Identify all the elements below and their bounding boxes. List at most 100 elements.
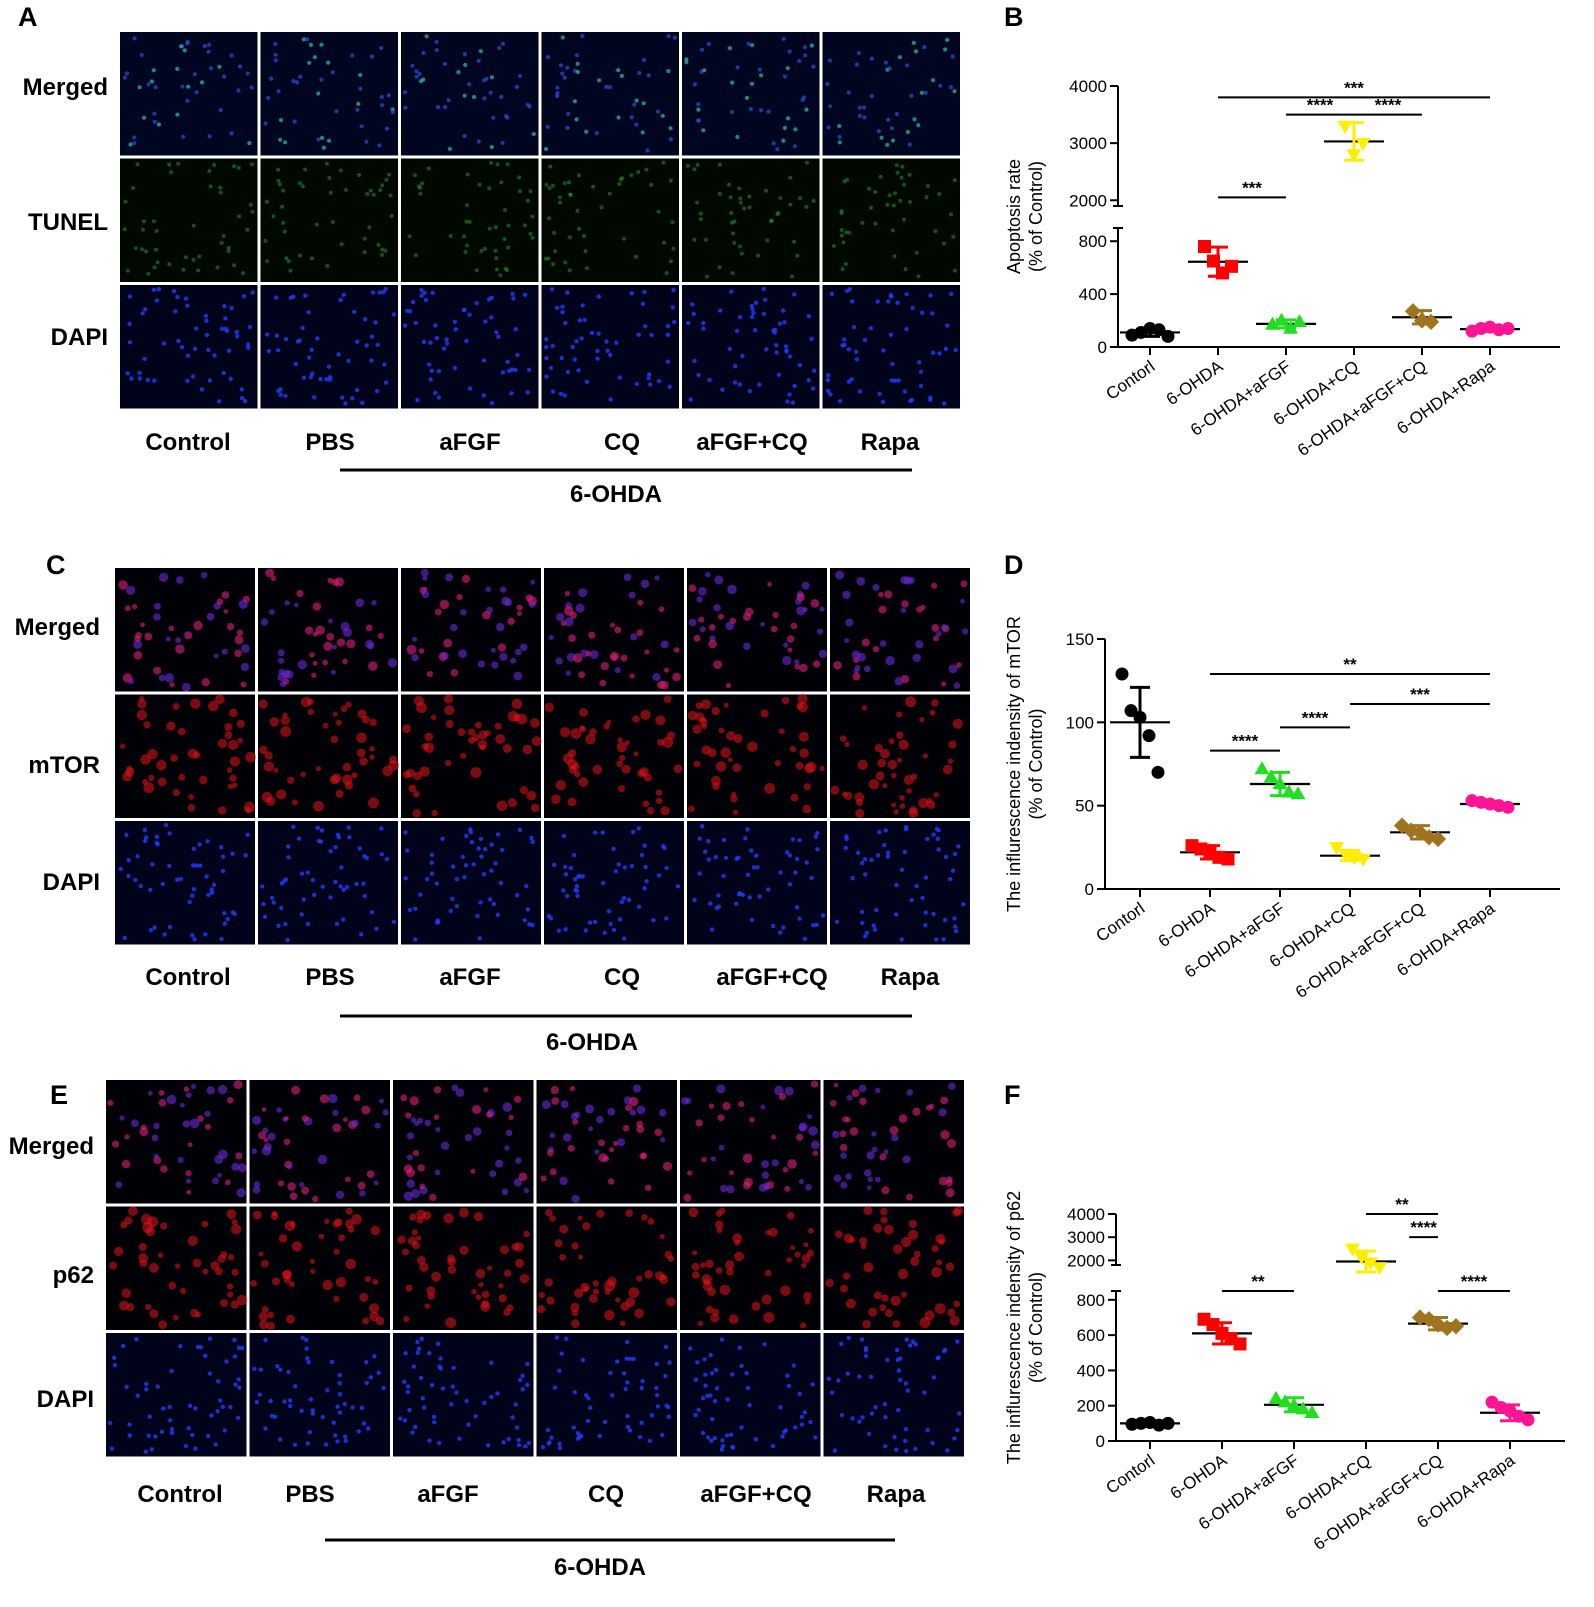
column-label-afgf: aFGF — [417, 1481, 478, 1508]
series-6-ohda — [1192, 1312, 1252, 1351]
significance-bracket: *** — [1218, 178, 1286, 199]
y-axis-label-line: (% of Control) — [1026, 708, 1046, 819]
micrograph-merged-cq — [544, 568, 684, 692]
significance-bracket: *** — [1218, 78, 1490, 99]
treatment-label: 6-OHDA — [570, 481, 662, 508]
panel-letter-a: A — [18, 2, 38, 32]
micrograph-p62-afgf-cq — [680, 1206, 821, 1330]
micrograph-merged-afgf-cq — [680, 1080, 821, 1204]
image-grid — [115, 568, 970, 945]
data-point — [1345, 1243, 1360, 1257]
data-point — [1265, 316, 1280, 330]
y-tick-label: 150 — [1066, 630, 1094, 649]
x-category-label: 6-OHDA+aFGF+CQ — [1292, 899, 1428, 1002]
micrograph-p62-rapa — [823, 1206, 964, 1330]
series-6-ohda-cq — [1324, 120, 1384, 163]
series-6-ohda-rapa — [1460, 794, 1520, 814]
micrograph-merged-afgf-cq — [682, 32, 820, 156]
x-category-label: 6-OHDA — [1167, 1450, 1231, 1503]
data-point — [1420, 1311, 1438, 1328]
significance-label: **** — [1410, 1218, 1437, 1237]
micrograph-dapi-afgf — [393, 1333, 534, 1457]
data-point — [1198, 240, 1211, 254]
column-label-afgf: aFGF — [439, 964, 500, 991]
data-point — [1329, 842, 1344, 856]
data-point — [1290, 786, 1306, 800]
significance-label: *** — [1344, 78, 1364, 97]
row-labels: Merged p62 DAPI — [9, 1133, 94, 1413]
micrograph-dapi-afgf — [401, 285, 539, 409]
micrograph-dapi-control — [106, 1333, 247, 1457]
x-axis: Contorl 6-OHDA6-OHDA+aFGF6-OHDA+CQ6-OHDA+… — [1092, 888, 1560, 1002]
data-point — [1151, 765, 1165, 779]
image-grid — [106, 1080, 964, 1457]
micrograph-merged-rapa — [830, 568, 970, 692]
data-point — [1346, 149, 1362, 163]
significance-bracket: ** — [1222, 1272, 1294, 1292]
data-point — [1363, 1257, 1378, 1271]
y-tick-label: 0 — [1098, 338, 1107, 357]
micrograph-merged-rapa — [822, 32, 960, 156]
micrograph-merged-afgf — [393, 1080, 534, 1204]
column-label-afgf: aFGF — [439, 429, 500, 456]
micrograph-merged-pbs — [258, 568, 398, 692]
data-point — [1115, 667, 1129, 681]
micrograph-p62-control — [106, 1206, 248, 1330]
micrograph-p62-cq — [536, 1206, 677, 1330]
data-point — [1411, 824, 1429, 841]
micrograph-dapi-pbs — [258, 821, 398, 945]
y-tick-label: 50 — [1075, 797, 1094, 816]
y-tick-label: 200 — [1077, 1397, 1105, 1416]
x-category-label: 6-OHDA+aFGF+CQ — [1310, 1451, 1446, 1554]
row-label-tunel: TUNEL — [28, 209, 108, 236]
micrograph-mtor-control — [115, 694, 256, 818]
micrograph-merged-afgf — [401, 32, 539, 156]
row-label-dapi: DAPI — [37, 1386, 94, 1413]
significance-label: ** — [1251, 1272, 1265, 1291]
micrograph-mtor-afgf — [401, 694, 542, 818]
series-6-ohda-cq — [1336, 1243, 1396, 1276]
y-tick-label: 0 — [1085, 880, 1094, 899]
panel-letter-c: C — [46, 550, 66, 580]
data-point — [1142, 729, 1156, 743]
significance-label: **** — [1232, 732, 1259, 751]
micrograph-merged-rapa — [823, 1080, 964, 1204]
x-axis: Contorl 6-OHDA6-OHDA+aFGF6-OHDA+CQ6-OHDA+… — [1102, 346, 1560, 460]
column-label-afgf-cq: aFGF+CQ — [716, 964, 827, 991]
series-6-ohda-rapa — [1480, 1395, 1540, 1427]
column-label-pbs: PBS — [305, 964, 354, 991]
data-point — [1152, 323, 1166, 337]
data-point — [1501, 321, 1515, 335]
column-label-cq: CQ — [604, 429, 640, 456]
x-category-label: 6-OHDA — [1155, 898, 1219, 951]
y-tick-label: 800 — [1077, 1291, 1105, 1310]
y-axis-label: The influrescence indensity of mTOR (% of… — [1004, 616, 1046, 912]
data-point — [1337, 120, 1353, 134]
significance-label: *** — [1242, 178, 1262, 197]
significance-bracket: **** — [1286, 96, 1354, 116]
series-contorl — [1110, 667, 1170, 779]
y-axis-label: The influrescence indensity of p62 (% of … — [1004, 1191, 1046, 1464]
column-label-afgf-cq: aFGF+CQ — [700, 1481, 811, 1508]
mtor-intensity-chart: D 0 50 100 150 Contorl 6-OHDA6-OHDA+aFGF6-OHDA… — [1004, 550, 1560, 1002]
micrograph-tunel-rapa — [822, 158, 960, 282]
row-label-merged: Merged — [15, 614, 100, 641]
significance-label: **** — [1375, 96, 1402, 115]
micrograph-tunel-afgf-cq — [682, 158, 820, 282]
micrograph-tunel-afgf — [401, 158, 539, 282]
row-labels: Merged mTOR DAPI — [15, 614, 100, 896]
micrograph-p62-pbs — [249, 1206, 390, 1331]
data-point — [1281, 784, 1297, 798]
data-point — [1292, 314, 1307, 328]
image-grid — [120, 32, 960, 409]
treatment-label: 6-OHDA — [554, 1554, 646, 1581]
significance-bracket: **** — [1354, 96, 1422, 116]
panel-letter-b: B — [1004, 2, 1024, 32]
y-tick-label: 4000 — [1067, 1205, 1105, 1224]
data-point — [1286, 1397, 1302, 1411]
data-point — [1233, 1337, 1247, 1351]
data-point — [1124, 704, 1138, 718]
data-point — [1501, 800, 1515, 814]
series-6-ohda-afgf — [1256, 312, 1316, 334]
